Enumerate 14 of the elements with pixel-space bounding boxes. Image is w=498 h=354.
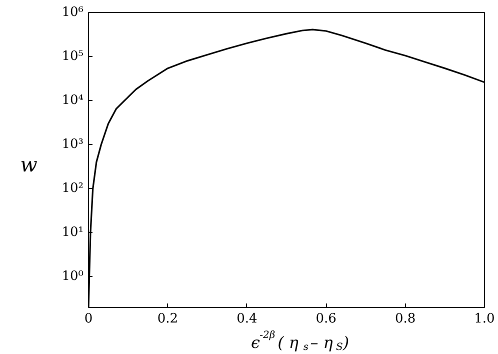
y-tick-label: 10⁵ (62, 49, 84, 64)
y-tick-label: 10⁴ (62, 93, 84, 108)
x-tick-label: 0 (84, 312, 93, 326)
y-tick-label: 10⁰ (62, 269, 84, 284)
x-tick-label: 0.4 (236, 312, 258, 326)
y-tick-label: 10⁶ (62, 5, 84, 20)
y-axis-title: w (20, 152, 38, 176)
y-tick-label: 10² (62, 181, 84, 196)
x-tick-label: 1.0 (474, 312, 495, 326)
y-tick-label: 10³ (62, 137, 84, 152)
x-tick-label: 0.8 (394, 312, 416, 326)
x-tick-label: 0.6 (316, 312, 336, 326)
x-tick-label: 0.2 (157, 312, 178, 326)
y-tick-label: 10¹ (62, 225, 84, 240)
